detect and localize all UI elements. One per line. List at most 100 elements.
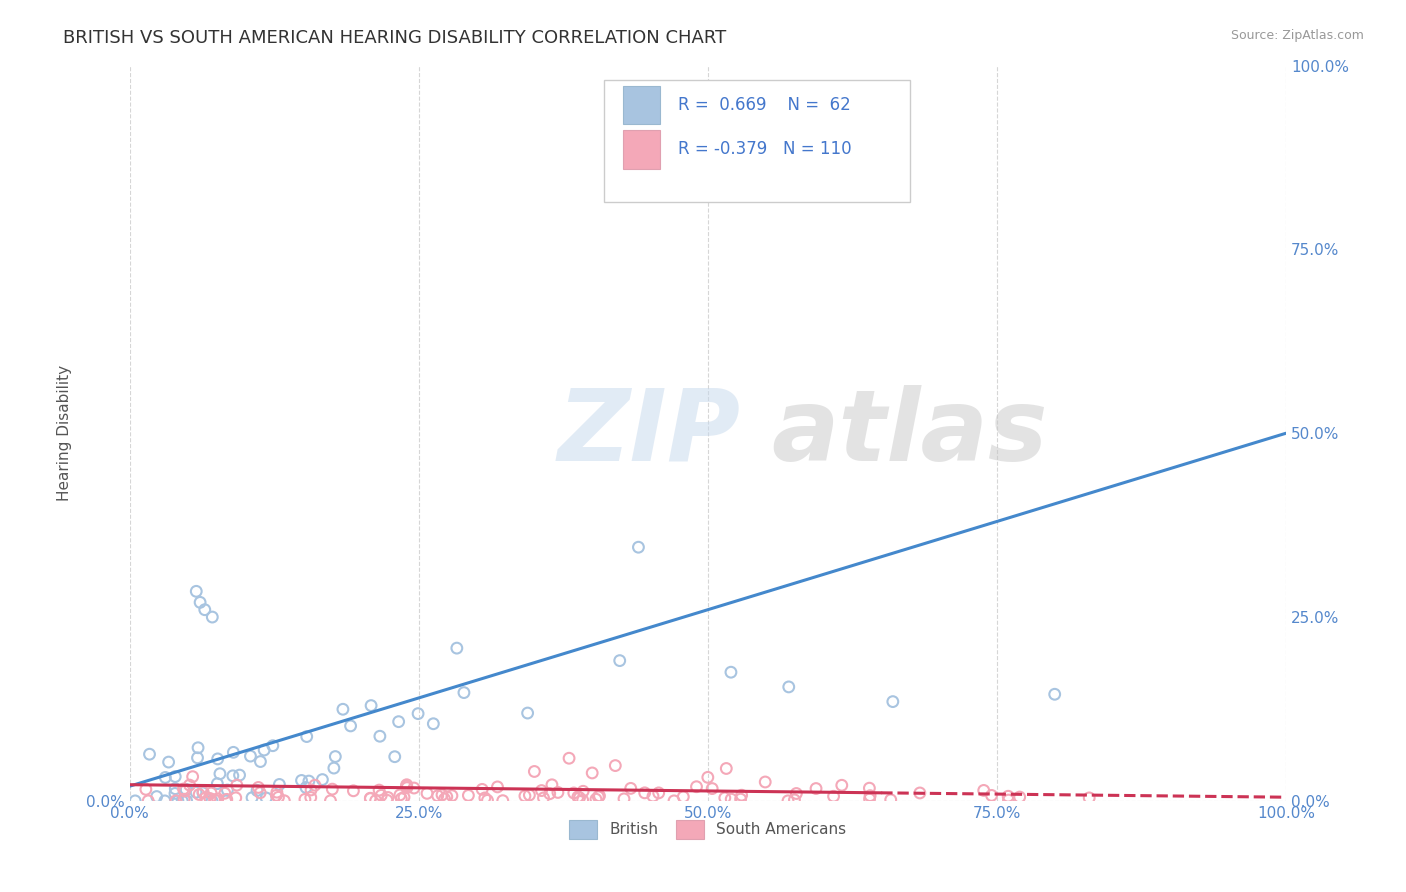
Point	[186, 751, 208, 765]
Point	[359, 791, 381, 805]
Point	[222, 769, 245, 783]
Point	[541, 778, 564, 792]
Point	[1043, 687, 1066, 701]
Point	[342, 784, 364, 798]
Point	[295, 780, 318, 795]
Point	[613, 792, 636, 806]
Point	[440, 789, 463, 803]
Point	[339, 719, 361, 733]
Point	[804, 781, 827, 796]
Point	[880, 793, 903, 807]
Point	[332, 702, 354, 716]
Point	[184, 785, 207, 799]
Point	[267, 790, 290, 805]
Point	[672, 789, 695, 804]
Point	[360, 698, 382, 713]
Point	[173, 792, 195, 806]
Point	[138, 747, 160, 762]
Point	[176, 794, 198, 808]
Point	[486, 780, 509, 794]
Point	[322, 761, 344, 775]
Point	[831, 778, 853, 792]
Point	[384, 749, 406, 764]
Point	[859, 789, 882, 803]
Point	[179, 778, 201, 792]
Point	[204, 793, 226, 807]
Point	[225, 778, 247, 792]
Text: Source: ZipAtlas.com: Source: ZipAtlas.com	[1230, 29, 1364, 42]
Point	[778, 680, 800, 694]
Point	[572, 784, 595, 798]
Point	[215, 794, 238, 808]
Point	[188, 595, 211, 609]
Point	[325, 749, 347, 764]
Point	[1008, 790, 1031, 805]
Point	[194, 603, 217, 617]
Point	[222, 745, 245, 759]
Point	[136, 794, 159, 808]
Point	[538, 787, 561, 801]
Point	[262, 739, 284, 753]
Point	[167, 794, 190, 808]
Point	[627, 540, 650, 554]
Point	[215, 792, 238, 806]
Point	[571, 793, 593, 807]
Point	[254, 791, 277, 805]
Text: R =  0.669    N =  62: R = 0.669 N = 62	[678, 96, 851, 114]
Point	[997, 789, 1019, 804]
Point	[207, 777, 229, 791]
Point	[188, 788, 211, 802]
Point	[783, 793, 806, 807]
Point	[240, 790, 263, 805]
Point	[181, 770, 204, 784]
Point	[273, 794, 295, 808]
Point	[172, 794, 194, 808]
Point	[588, 789, 610, 804]
Legend: British, South Americans: British, South Americans	[564, 814, 852, 845]
Point	[368, 729, 391, 743]
Point	[173, 784, 195, 798]
Point	[720, 792, 742, 806]
Point	[513, 789, 536, 803]
Point	[359, 791, 381, 805]
Point	[200, 786, 222, 800]
Point	[585, 792, 607, 806]
Point	[882, 695, 904, 709]
Point	[239, 749, 262, 764]
Text: BRITISH VS SOUTH AMERICAN HEARING DISABILITY CORRELATION CHART: BRITISH VS SOUTH AMERICAN HEARING DISABI…	[63, 29, 727, 46]
Point	[1078, 791, 1101, 805]
Point	[471, 782, 494, 797]
Point	[823, 789, 845, 804]
Point	[370, 789, 392, 803]
Point	[249, 786, 271, 800]
Point	[294, 792, 316, 806]
Point	[266, 789, 288, 803]
Point	[299, 790, 322, 805]
Text: ZIP: ZIP	[558, 384, 741, 482]
Point	[186, 584, 208, 599]
Point	[364, 794, 387, 808]
Point	[153, 794, 176, 808]
Point	[290, 773, 312, 788]
Point	[605, 758, 627, 772]
Point	[124, 794, 146, 808]
Point	[165, 781, 187, 796]
Point	[973, 783, 995, 797]
Point	[997, 793, 1019, 807]
Point	[785, 787, 807, 801]
Point	[207, 792, 229, 806]
Point	[304, 778, 326, 792]
Point	[562, 786, 585, 800]
Point	[217, 783, 239, 797]
Point	[228, 768, 250, 782]
Point	[165, 794, 187, 808]
FancyBboxPatch shape	[623, 87, 661, 124]
Point	[568, 790, 591, 805]
Point	[530, 783, 553, 797]
Point	[430, 788, 453, 802]
Y-axis label: Hearing Disability: Hearing Disability	[58, 365, 72, 501]
Point	[368, 783, 391, 797]
Point	[247, 780, 270, 795]
Point	[253, 743, 276, 757]
Point	[402, 780, 425, 795]
